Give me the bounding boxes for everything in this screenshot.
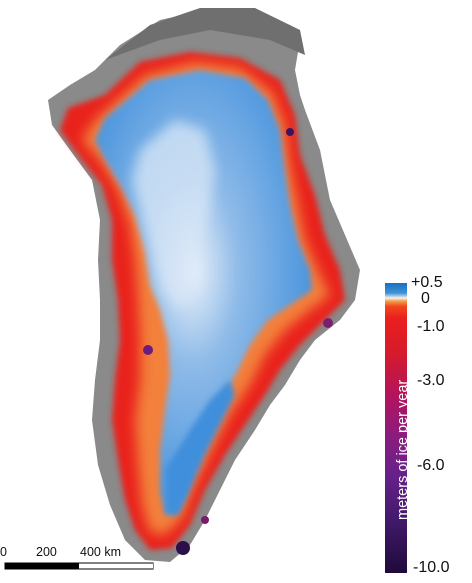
land-north-fringe [105, 8, 305, 60]
colorbar-title: meters of ice per year [395, 379, 411, 520]
colorbar-legend [385, 283, 407, 573]
legend-tick-label: -10.0 [413, 559, 450, 576]
loss-hotspot [323, 318, 333, 328]
legend-tick-label: -6.0 [417, 457, 445, 474]
legend-tick-label: -3.0 [417, 372, 445, 389]
ice-interior-light [132, 120, 215, 310]
legend-tick-label: 0 [421, 290, 430, 307]
loss-hotspot [286, 128, 294, 136]
scale-label-400: 400 km [80, 545, 121, 559]
scale-label-200: 200 [36, 545, 57, 559]
legend-tick-label: +0.5 [411, 274, 443, 291]
scale-label-0: 0 [0, 545, 7, 559]
loss-hotspot [201, 516, 209, 524]
ice-southern-tongue [165, 380, 235, 515]
scale-bar [4, 562, 154, 570]
legend-tick-label: -1.0 [417, 318, 445, 335]
loss-hotspot [143, 345, 153, 355]
loss-hotspot [176, 541, 190, 555]
